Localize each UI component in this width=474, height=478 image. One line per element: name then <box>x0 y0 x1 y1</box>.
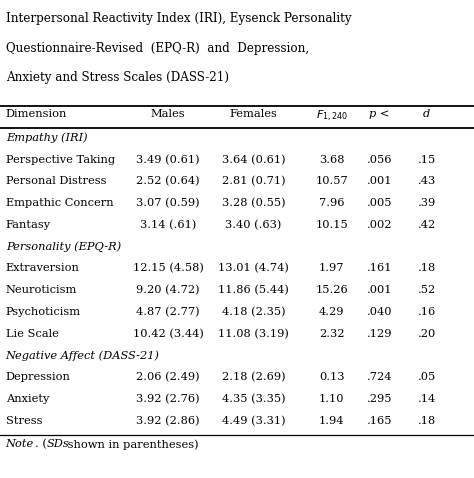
Text: 3.92 (2.76): 3.92 (2.76) <box>137 394 200 404</box>
Text: .16: .16 <box>418 307 436 317</box>
Text: 3.07 (0.59): 3.07 (0.59) <box>137 198 200 208</box>
Text: .056: .056 <box>366 154 392 164</box>
Text: Questionnaire-Revised  (EPQ-R)  and  Depression,: Questionnaire-Revised (EPQ-R) and Depres… <box>6 42 309 54</box>
Text: .295: .295 <box>366 394 392 404</box>
Text: 1.97: 1.97 <box>319 263 345 273</box>
Text: 15.26: 15.26 <box>315 285 348 295</box>
Text: Psychoticism: Psychoticism <box>6 307 81 317</box>
Text: SDs: SDs <box>46 439 69 449</box>
Text: 7.96: 7.96 <box>319 198 345 208</box>
Text: Personal Distress: Personal Distress <box>6 176 106 186</box>
Text: 2.18 (2.69): 2.18 (2.69) <box>222 372 285 382</box>
Text: Anxiety and Stress Scales (DASS-21): Anxiety and Stress Scales (DASS-21) <box>6 71 228 84</box>
Text: .20: .20 <box>418 328 436 338</box>
Text: Depression: Depression <box>6 372 71 382</box>
Text: 1.10: 1.10 <box>319 394 345 404</box>
Text: .39: .39 <box>418 198 436 208</box>
Text: Personality (EPQ-R): Personality (EPQ-R) <box>6 241 121 252</box>
Text: 10.42 (3.44): 10.42 (3.44) <box>133 328 204 339</box>
Text: .005: .005 <box>366 198 392 208</box>
Text: 2.32: 2.32 <box>319 328 345 338</box>
Text: .129: .129 <box>366 328 392 338</box>
Text: 2.06 (2.49): 2.06 (2.49) <box>137 372 200 382</box>
Text: 10.15: 10.15 <box>315 220 348 230</box>
Text: 2.81 (0.71): 2.81 (0.71) <box>222 176 285 187</box>
Text: .18: .18 <box>418 263 436 273</box>
Text: $F_{1,240}$: $F_{1,240}$ <box>316 109 348 124</box>
Text: Males: Males <box>151 109 186 119</box>
Text: 3.64 (0.61): 3.64 (0.61) <box>222 154 285 165</box>
Text: .165: .165 <box>366 415 392 425</box>
Text: Dimension: Dimension <box>6 109 67 119</box>
Text: 4.87 (2.77): 4.87 (2.77) <box>137 307 200 317</box>
Text: 13.01 (4.74): 13.01 (4.74) <box>218 263 289 274</box>
Text: .001: .001 <box>366 176 392 186</box>
Text: .724: .724 <box>366 372 392 382</box>
Text: .14: .14 <box>418 394 436 404</box>
Text: .43: .43 <box>418 176 436 186</box>
Text: Lie Scale: Lie Scale <box>6 328 59 338</box>
Text: 1.94: 1.94 <box>319 415 345 425</box>
Text: 12.15 (4.58): 12.15 (4.58) <box>133 263 204 274</box>
Text: Neuroticism: Neuroticism <box>6 285 77 295</box>
Text: 3.68: 3.68 <box>319 154 345 164</box>
Text: Fantasy: Fantasy <box>6 220 51 230</box>
Text: 3.49 (0.61): 3.49 (0.61) <box>137 154 200 165</box>
Text: 11.08 (3.19): 11.08 (3.19) <box>218 328 289 339</box>
Text: .42: .42 <box>418 220 436 230</box>
Text: 3.40 (.63): 3.40 (.63) <box>226 220 282 230</box>
Text: d: d <box>423 109 430 119</box>
Text: 10.57: 10.57 <box>315 176 348 186</box>
Text: .001: .001 <box>366 285 392 295</box>
Text: .002: .002 <box>366 220 392 230</box>
Text: 11.86 (5.44): 11.86 (5.44) <box>218 285 289 295</box>
Text: 3.14 (.61): 3.14 (.61) <box>140 220 196 230</box>
Text: 2.52 (0.64): 2.52 (0.64) <box>137 176 200 187</box>
Text: .15: .15 <box>418 154 436 164</box>
Text: Empathy (IRI): Empathy (IRI) <box>6 133 87 143</box>
Text: 3.28 (0.55): 3.28 (0.55) <box>222 198 285 208</box>
Text: Stress: Stress <box>6 415 42 425</box>
Text: .52: .52 <box>418 285 436 295</box>
Text: .05: .05 <box>418 372 436 382</box>
Text: 4.18 (2.35): 4.18 (2.35) <box>222 307 285 317</box>
Text: p <: p < <box>369 109 389 119</box>
Text: 3.92 (2.86): 3.92 (2.86) <box>137 415 200 426</box>
Text: Interpersonal Reactivity Index (IRI), Eysenck Personality: Interpersonal Reactivity Index (IRI), Ey… <box>6 12 351 25</box>
Text: 9.20 (4.72): 9.20 (4.72) <box>137 285 200 295</box>
Text: Empathic Concern: Empathic Concern <box>6 198 113 208</box>
Text: 4.29: 4.29 <box>319 307 345 317</box>
Text: Females: Females <box>229 109 278 119</box>
Text: Note: Note <box>6 439 34 449</box>
Text: .18: .18 <box>418 415 436 425</box>
Text: 4.49 (3.31): 4.49 (3.31) <box>222 415 285 426</box>
Text: Negative Affect (DASS-21): Negative Affect (DASS-21) <box>6 350 160 361</box>
Text: shown in parentheses): shown in parentheses) <box>64 439 199 450</box>
Text: 4.35 (3.35): 4.35 (3.35) <box>222 394 285 404</box>
Text: Perspective Taking: Perspective Taking <box>6 154 115 164</box>
Text: .161: .161 <box>366 263 392 273</box>
Text: 0.13: 0.13 <box>319 372 345 382</box>
Text: Anxiety: Anxiety <box>6 394 49 404</box>
Text: . (: . ( <box>35 439 47 450</box>
Text: Extraversion: Extraversion <box>6 263 80 273</box>
Text: .040: .040 <box>366 307 392 317</box>
